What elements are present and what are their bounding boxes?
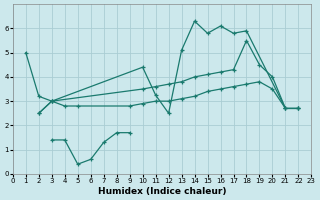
X-axis label: Humidex (Indice chaleur): Humidex (Indice chaleur) xyxy=(98,187,226,196)
